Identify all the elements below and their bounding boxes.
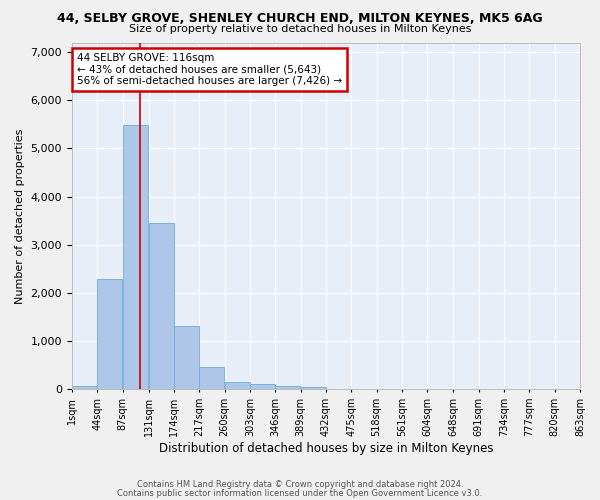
X-axis label: Distribution of detached houses by size in Milton Keynes: Distribution of detached houses by size … <box>159 442 493 455</box>
Bar <box>199 367 224 390</box>
Bar <box>149 223 174 390</box>
Text: 44, SELBY GROVE, SHENLEY CHURCH END, MILTON KEYNES, MK5 6AG: 44, SELBY GROVE, SHENLEY CHURCH END, MIL… <box>57 12 543 26</box>
Y-axis label: Number of detached properties: Number of detached properties <box>15 128 25 304</box>
Bar <box>97 280 122 390</box>
Bar <box>72 386 97 390</box>
Text: 44 SELBY GROVE: 116sqm
← 43% of detached houses are smaller (5,643)
56% of semi-: 44 SELBY GROVE: 116sqm ← 43% of detached… <box>77 53 342 86</box>
Text: Contains public sector information licensed under the Open Government Licence v3: Contains public sector information licen… <box>118 488 482 498</box>
Bar <box>225 382 250 390</box>
Bar <box>123 126 148 390</box>
Bar <box>275 386 301 390</box>
Bar <box>250 384 275 390</box>
Text: Contains HM Land Registry data © Crown copyright and database right 2024.: Contains HM Land Registry data © Crown c… <box>137 480 463 489</box>
Bar <box>301 386 326 390</box>
Text: Size of property relative to detached houses in Milton Keynes: Size of property relative to detached ho… <box>129 24 471 34</box>
Bar <box>174 326 199 390</box>
